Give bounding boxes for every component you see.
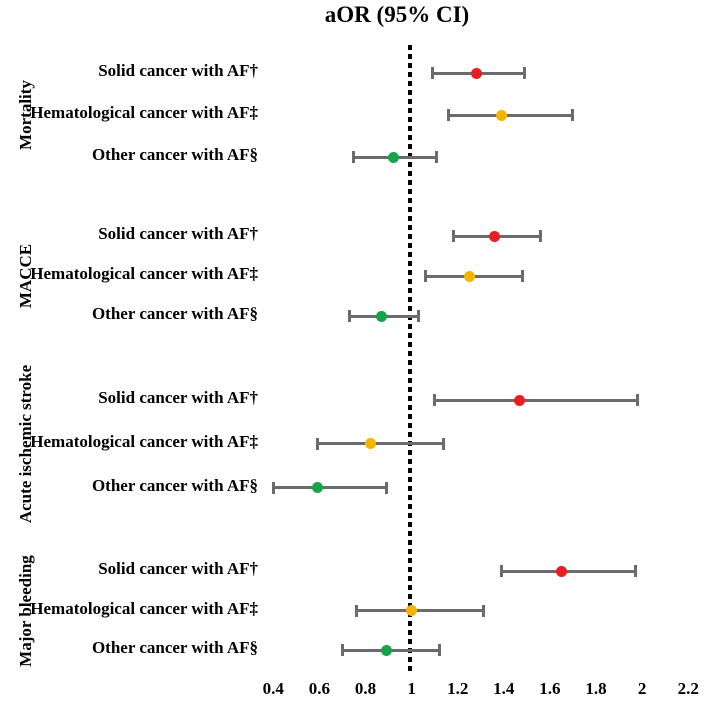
ci-cap-low [347, 310, 351, 323]
ci-cap-high [571, 109, 575, 121]
row-label: Solid cancer with AF† [98, 388, 258, 407]
point-marker [489, 230, 501, 242]
ci-cap-high [417, 310, 420, 323]
ci-cap-low [271, 481, 275, 494]
ci-line [356, 609, 484, 613]
reference-line [408, 45, 412, 675]
point-marker [311, 482, 323, 494]
ci-cap-high [481, 604, 485, 617]
x-axis-tick-label: 0.4 [262, 679, 284, 698]
ci-cap-low [499, 565, 503, 577]
row-label: Solid cancer with AF† [98, 224, 258, 243]
ci-cap-low [433, 394, 437, 406]
row-label: Other cancer with AF§ [91, 638, 258, 658]
x-axis-tick-label: 1.6 [539, 679, 561, 698]
point-marker [380, 644, 392, 656]
point-marker [376, 310, 388, 322]
ci-cap-low [340, 644, 344, 657]
x-axis-tick-label: 1 [407, 679, 416, 698]
x-axis-tick-label: 0.6 [308, 679, 331, 698]
row-label: Hematological cancer with AF‡ [30, 598, 258, 618]
x-axis-tick-label: 2.2 [677, 679, 699, 698]
ci-cap-low [430, 67, 434, 79]
point-marker [406, 605, 418, 617]
x-axis-tick-label: 1.8 [585, 679, 607, 698]
ci-cap-high [520, 270, 524, 283]
ci-cap-high [442, 437, 446, 450]
point-marker [387, 151, 399, 163]
ci-cap-high [539, 230, 543, 242]
x-axis-tick-label: 2 [637, 679, 647, 698]
ci-cap-low [451, 230, 455, 242]
row-label: Solid cancer with AF† [98, 61, 258, 80]
ci-cap-high [633, 565, 637, 577]
ci-cap-low [423, 270, 427, 283]
ci-cap-low [352, 151, 356, 163]
point-marker [364, 438, 376, 450]
point-marker [470, 67, 482, 79]
ci-line [317, 442, 444, 446]
ci-cap-high [384, 481, 388, 494]
point-marker [495, 109, 507, 121]
ci-cap-high [437, 644, 441, 657]
ci-cap-low [354, 604, 358, 617]
x-axis-tick-label: 1.4 [493, 679, 515, 698]
row-label: Solid cancer with AF† [98, 559, 258, 578]
row-label: Other cancer with AF§ [91, 145, 258, 164]
point-marker [514, 394, 526, 406]
x-axis-tick-label: 0.8 [354, 679, 377, 698]
row-label: Hematological cancer with AF‡ [30, 264, 258, 284]
ci-line [448, 113, 573, 117]
x-axis-tick-label: 1.2 [447, 679, 469, 698]
ci-cap-low [315, 437, 319, 450]
point-marker [463, 270, 475, 282]
ci-cap-low [446, 109, 450, 121]
row-label: Hematological cancer with AF‡ [30, 103, 258, 122]
ci-line [434, 398, 638, 402]
ci-cap-high [635, 394, 639, 406]
ci-cap-high [523, 67, 527, 79]
ci-cap-high [435, 151, 439, 163]
row-label: Hematological cancer with AF‡ [30, 431, 258, 451]
ci-line [273, 486, 387, 490]
ci-line [501, 569, 636, 573]
row-label: Other cancer with AF§ [91, 475, 258, 495]
row-label: Other cancer with AF§ [91, 304, 258, 324]
point-marker [555, 565, 567, 577]
chart-title: aOR (95% CI) [324, 2, 470, 27]
